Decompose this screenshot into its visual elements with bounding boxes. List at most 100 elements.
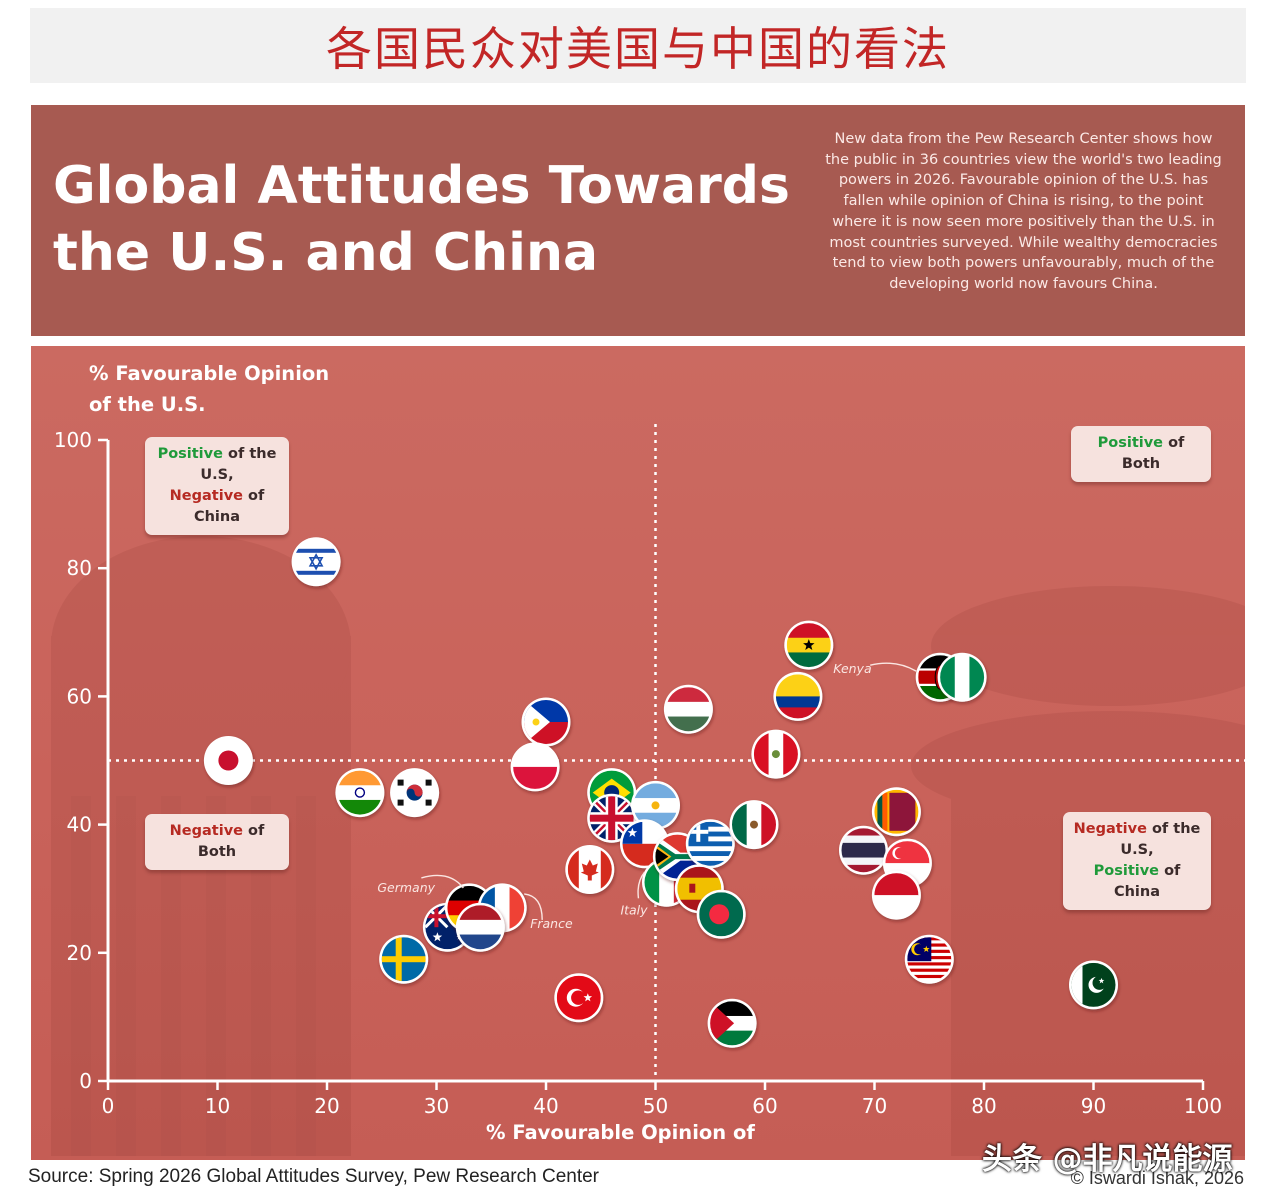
scatter-chart: 0 20 40 60 80 100 0 10 20 30 40 50 60 70 80 90 100 Kenya G… bbox=[51, 424, 1245, 1156]
greece-flag-icon bbox=[688, 821, 733, 866]
data-point-canada bbox=[565, 845, 615, 894]
quadrant-label-bottom-right: Negative of the U.S, Positive of China bbox=[1063, 812, 1211, 910]
quadrant-tl-word2: Negative bbox=[169, 488, 243, 504]
thailand-flag-icon bbox=[841, 828, 886, 873]
y-tick-label: 40 bbox=[67, 813, 92, 837]
quadrant-bl-text1: of bbox=[243, 823, 265, 839]
hungary-flag-icon bbox=[666, 687, 711, 732]
canada-flag-icon bbox=[567, 847, 612, 892]
source-note: Source: Spring 2026 Global Attitudes Sur… bbox=[28, 1166, 600, 1187]
colombia-flag-icon bbox=[775, 674, 820, 719]
data-point-indonesia bbox=[871, 870, 921, 920]
x-tick-label: 90 bbox=[1081, 1094, 1106, 1118]
chart-area: 0 20 40 60 80 100 0 10 20 30 40 50 60 70 80 90 100 Kenya G… bbox=[31, 346, 1245, 1160]
nigeria-flag-icon bbox=[940, 655, 985, 700]
turkey-flag-icon bbox=[556, 975, 601, 1020]
sweden-flag-icon bbox=[381, 937, 426, 982]
quadrant-br-word1: Negative bbox=[1073, 821, 1147, 837]
quadrant-label-bottom-left: Negative of Both bbox=[145, 814, 289, 870]
y-axis-title: % Favourable Opinion of the U.S. bbox=[89, 362, 330, 416]
data-point-hungary bbox=[663, 684, 713, 734]
quadrant-tl-word1: Positive bbox=[157, 446, 223, 462]
sri-lanka-flag-icon bbox=[874, 789, 919, 834]
x-tick-label: 60 bbox=[752, 1094, 777, 1118]
data-point-pakistan bbox=[1069, 960, 1118, 1010]
x-tick-label: 0 bbox=[102, 1094, 115, 1118]
data-point-sweden bbox=[379, 934, 429, 984]
x-tick-label: 70 bbox=[862, 1094, 887, 1118]
annotation-kenya: Kenya bbox=[833, 661, 871, 676]
germany-callout-line bbox=[421, 874, 464, 889]
italy-callout-line bbox=[637, 871, 646, 899]
y-tick-label: 60 bbox=[67, 684, 92, 708]
annotation-france: France bbox=[530, 916, 573, 931]
data-point-india bbox=[335, 768, 385, 818]
quadrant-bl-word1: Negative bbox=[169, 823, 243, 839]
japan-flag-icon bbox=[206, 738, 251, 783]
data-point-ghana bbox=[784, 620, 834, 670]
quadrant-label-top-left: Positive of the U.S, Negative of China bbox=[145, 437, 289, 535]
quadrant-label-top-right: Positive of Both bbox=[1071, 426, 1211, 482]
malaysia-flag-icon bbox=[907, 937, 952, 982]
data-point-malaysia bbox=[904, 934, 954, 984]
data-point-peru bbox=[751, 729, 801, 779]
y-tick-label: 80 bbox=[67, 556, 92, 580]
x-tick-label: 50 bbox=[643, 1094, 668, 1118]
x-tick-label: 100 bbox=[1184, 1094, 1222, 1118]
chinese-title-banner: 各国民众对美国与中国的看法 bbox=[30, 8, 1246, 83]
annotation-germany: Germany bbox=[377, 880, 435, 895]
data-point-israel bbox=[291, 537, 341, 587]
quadrant-tl-text1: of the U.S, bbox=[200, 446, 277, 483]
data-point-poland bbox=[510, 742, 560, 792]
south-korea-flag-icon bbox=[392, 770, 437, 815]
quadrant-tr-text1: of bbox=[1163, 435, 1185, 451]
quadrant-br-word2: Positive bbox=[1093, 863, 1160, 879]
annotation-italy: Italy bbox=[620, 902, 648, 917]
y-tick-label: 100 bbox=[54, 428, 92, 452]
data-point-philippines bbox=[521, 697, 571, 747]
x-tick-label: 20 bbox=[314, 1094, 339, 1118]
data-point-uk bbox=[587, 793, 637, 843]
france-callout-line bbox=[524, 893, 543, 920]
data-point-netherlands bbox=[455, 902, 505, 952]
header-panel: Global Attitudes Towards the U.S. and Ch… bbox=[31, 105, 1245, 336]
india-flag-icon bbox=[337, 770, 382, 815]
data-point-thailand bbox=[839, 825, 888, 875]
credit-note: © Iswardi Ishak, 2026 bbox=[1070, 1168, 1244, 1188]
data-point-south-korea bbox=[390, 768, 440, 818]
data-point-palestine bbox=[707, 998, 757, 1048]
x-tick-label: 10 bbox=[205, 1094, 230, 1118]
quadrant-br-text2: of China bbox=[1113, 863, 1181, 900]
data-points bbox=[203, 537, 1118, 1048]
quadrant-bl-text2: Both bbox=[197, 844, 237, 860]
x-tick-label: 30 bbox=[424, 1094, 449, 1118]
x-axis-title: % Favourable Opinion of bbox=[486, 1121, 755, 1144]
data-point-turkey bbox=[554, 973, 604, 1023]
quadrant-br-text1: of the U.S, bbox=[1120, 821, 1201, 858]
y-tick-label: 20 bbox=[67, 941, 92, 965]
kenya-callout-line bbox=[870, 662, 917, 672]
quadrant-tr-text2: Both bbox=[1121, 456, 1161, 472]
philippines-flag-icon bbox=[524, 700, 568, 744]
uk-flag-icon bbox=[589, 796, 634, 841]
mexico-flag-icon bbox=[732, 802, 776, 847]
data-point-bangladesh bbox=[696, 889, 746, 939]
poland-flag-icon bbox=[513, 744, 558, 789]
data-point-mexico bbox=[729, 800, 779, 850]
pakistan-flag-icon bbox=[1071, 962, 1116, 1007]
ghana-flag-icon bbox=[786, 623, 831, 668]
x-tick-label: 40 bbox=[533, 1094, 558, 1118]
bangladesh-flag-icon bbox=[699, 892, 744, 937]
data-point-japan bbox=[203, 736, 253, 785]
watermark-text: 头条 @非凡说能源 bbox=[982, 1142, 1233, 1177]
peru-flag-icon bbox=[753, 732, 798, 777]
data-point-nigeria bbox=[937, 652, 987, 702]
data-point-colombia bbox=[773, 671, 823, 721]
chinese-title: 各国民众对美国与中国的看法 bbox=[326, 21, 950, 76]
israel-flag-icon bbox=[294, 539, 339, 584]
main-title: Global Attitudes Towards the U.S. and Ch… bbox=[53, 156, 790, 283]
x-tick-label: 80 bbox=[971, 1094, 996, 1118]
netherlands-flag-icon bbox=[458, 905, 503, 950]
data-point-greece bbox=[685, 819, 735, 869]
quadrant-tl-text2: of China bbox=[193, 488, 265, 525]
